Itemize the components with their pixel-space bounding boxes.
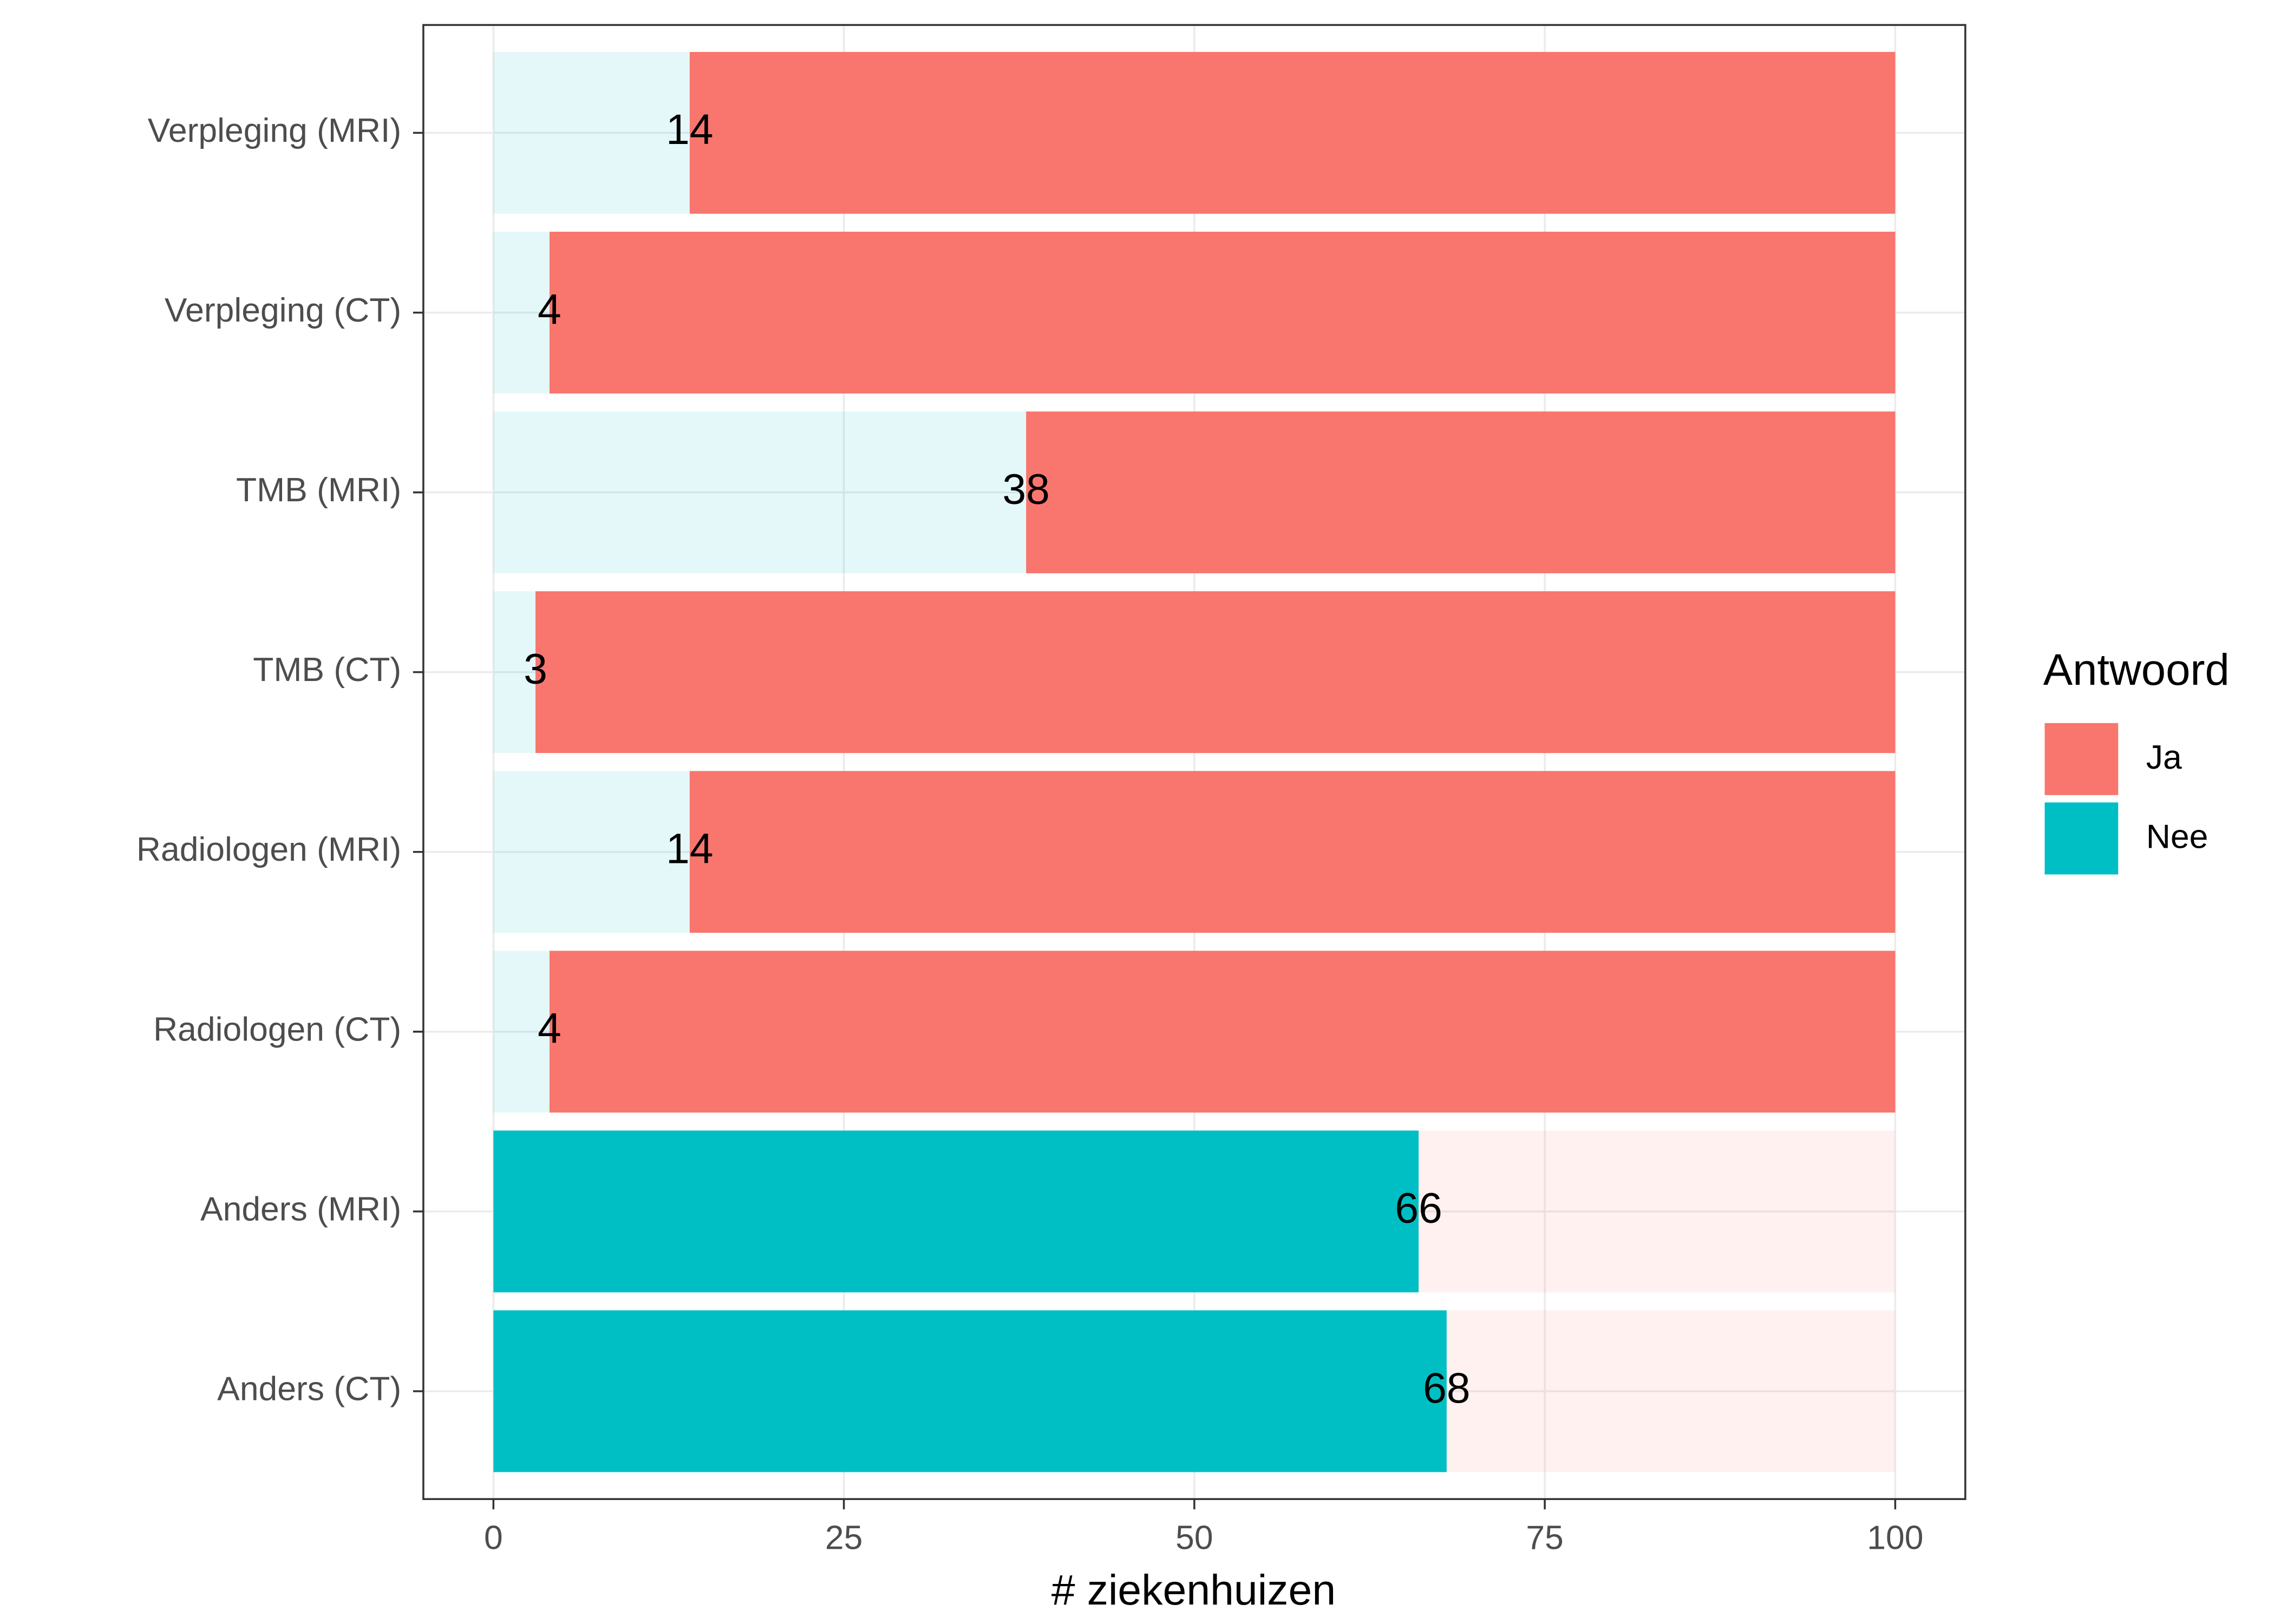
bar-segment [493,1130,1419,1293]
y-tick-label: Verpleging (CT) [165,291,401,329]
bar-segment [689,51,1896,214]
bar-segment [493,771,690,933]
y-tick-label: Anders (CT) [217,1370,401,1407]
bar-segment [1026,411,1896,574]
x-tick-label: 100 [1867,1519,1923,1557]
bar-segment [1446,1310,1896,1472]
y-tick-label: Anders (MRI) [200,1190,401,1228]
bar-segment [493,411,1027,574]
bar-segment [493,51,690,214]
legend-label: Ja [2146,738,2182,776]
data-label: 3 [524,645,547,692]
y-tick-label: Radiologen (MRI) [136,830,401,868]
legend-key [2044,802,2119,875]
x-tick-label: 50 [1175,1519,1213,1557]
y-tick-label: Verpleging (MRI) [148,112,401,149]
bar-segment [689,771,1896,933]
legend-label: Nee [2146,818,2208,856]
bar-segment [493,1310,1447,1472]
x-tick-label: 75 [1526,1519,1563,1557]
bar-segment [535,591,1896,754]
bar-segment [1419,1130,1896,1293]
data-label: 14 [666,106,714,153]
x-tick-label: 25 [825,1519,862,1557]
data-label: 4 [538,1005,561,1052]
data-label: 4 [538,285,561,333]
bar-segment [493,591,536,754]
bar-segment [493,232,550,394]
data-label: 66 [1395,1184,1442,1232]
data-label: 14 [666,825,714,873]
data-label: 38 [1002,465,1050,513]
legend-title: Antwoord [2043,645,2230,695]
bar-segment [493,951,550,1113]
y-tick-label: TMB (CT) [253,651,401,689]
bar-segment [549,951,1896,1113]
x-tick-label: 0 [484,1519,503,1557]
x-axis-title: # ziekenhuizen [1051,1566,1336,1614]
legend-key [2044,723,2119,795]
y-tick-label: Radiologen (CT) [153,1010,401,1048]
y-tick-label: TMB (MRI) [236,471,401,509]
data-label: 68 [1423,1364,1471,1412]
bar-segment [549,232,1896,394]
